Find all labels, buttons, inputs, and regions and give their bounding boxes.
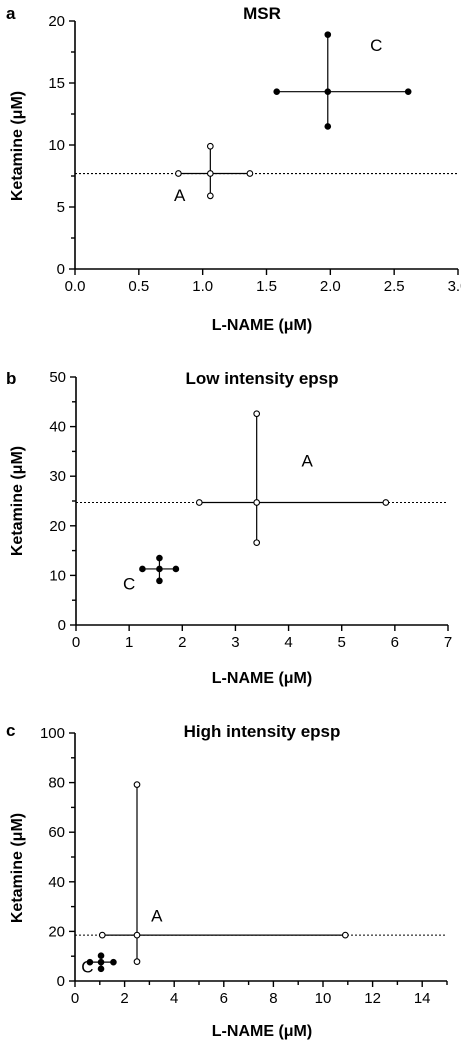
panel-b-y-tick-label: 0 — [58, 617, 66, 634]
panel-c-series-a-center-point — [133, 931, 141, 939]
panel-a-x-tick-label: 0.0 — [65, 278, 86, 295]
panel-a-series-a-y-low-point — [206, 192, 214, 200]
panel-c-x-tick-label: 2 — [120, 990, 128, 1007]
panel-a: a MSR L-NAME (μM) Ketamine (μM) 0.0 0.5 1.… — [6, 4, 461, 334]
panel-c-series-a-y-high-point — [133, 781, 141, 788]
panel-b-series-c-x-low-point — [139, 565, 146, 573]
panel-c-x-tick-label: 12 — [364, 990, 381, 1007]
panel-a-x-tick-label: 2.0 — [320, 278, 341, 295]
panel-a-x-tick-label: 3.0 — [448, 278, 461, 295]
panel-c-title: High intensity epsp — [184, 722, 341, 741]
panel-c-y-tick-label: 60 — [48, 824, 65, 841]
panel-c-series-c-y-low-point — [97, 965, 105, 973]
panel-c-y-tick-label: 40 — [48, 874, 65, 891]
panel-a-annotation-a: A — [174, 186, 186, 205]
panel-a-x-tick-label: 1.5 — [256, 278, 277, 295]
panel-a-letter: a — [6, 4, 16, 23]
panel-b-title: Low intensity epsp — [185, 369, 338, 388]
panel-a-ylabel: Ketamine (μM) — [9, 91, 26, 201]
panel-a-series-c-center-point — [324, 88, 332, 95]
panel-c-series-a-x-low-point — [98, 931, 106, 939]
panel-c-annotation-c: C — [81, 957, 93, 976]
panel-c-series-c-x-high-point — [110, 958, 117, 966]
panel-b-letter: b — [6, 369, 16, 388]
panel-c-series-c-y-high-point — [97, 952, 105, 960]
panel-a-y-tick-label: 5 — [57, 199, 65, 216]
panel-c-x-tick-label: 8 — [269, 990, 277, 1007]
panel-a-y-tick-label: 0 — [57, 261, 65, 278]
panel-b-x-tick-label: 0 — [72, 634, 80, 651]
panel-c-x-tick-label: 4 — [170, 990, 178, 1007]
panel-b-x-tick-label: 6 — [391, 634, 399, 651]
panel-c: c High intensity epsp L-NAME (μM) Ketami… — [6, 721, 448, 1040]
panel-b-ylabel: Ketamine (μM) — [9, 446, 26, 556]
panel-b-x-tick-label: 2 — [178, 634, 186, 651]
panel-b-series-c-y-low-point — [156, 577, 163, 585]
panel-a-x-tick-label: 1.0 — [192, 278, 213, 295]
panel-a-y-tick-label: 20 — [48, 13, 65, 30]
panel-a-series-c-y-low-point — [324, 123, 332, 130]
panel-b-y-tick-label: 50 — [49, 369, 66, 386]
panel-a-title: MSR — [243, 4, 281, 23]
panel-a-y-tick-label: 10 — [48, 137, 65, 154]
panel-c-annotation-a: A — [151, 906, 163, 925]
panel-b-series-c-y-high-point — [156, 554, 163, 562]
panel-c-letter: c — [6, 721, 15, 740]
panel-b-series-a-center-point — [253, 499, 261, 506]
panel-a-series-a-x-high-point — [246, 170, 254, 177]
panel-b-y-tick-label: 20 — [49, 518, 66, 535]
panel-b-series-a-x-low-point — [195, 499, 203, 506]
panel-c-series-c-center-point — [97, 958, 105, 966]
panel-a-series-c-x-high-point — [404, 88, 412, 95]
panel-b-x-tick-label: 3 — [231, 634, 239, 651]
panel-a-xlabel: L-NAME (μM) — [212, 317, 312, 334]
panel-c-series-a-y-low-point — [133, 958, 141, 966]
panel-b-x-tick-label: 1 — [125, 634, 133, 651]
panel-b-y-tick-label: 30 — [49, 468, 66, 485]
panel-b-x-tick-label: 7 — [444, 634, 452, 651]
panel-a-series-c-x-low-point — [273, 88, 281, 95]
panel-c-ylabel: Ketamine (μM) — [9, 813, 26, 923]
panel-b-series-a-y-low-point — [253, 539, 261, 547]
panel-a-series-c-y-high-point — [324, 31, 332, 38]
panel-a-x-tick-label: 2.5 — [384, 278, 405, 295]
panel-b-series-a-x-high-point — [382, 499, 390, 506]
panel-c-x-tick-label: 14 — [414, 990, 431, 1007]
panel-a-series-a-center-point — [206, 170, 214, 177]
panel-b-annotation-c: C — [123, 574, 135, 593]
panel-a-series-a-x-low-point — [175, 170, 182, 177]
panel-b-xlabel: L-NAME (μM) — [212, 670, 312, 687]
panel-a-series-a-y-high-point — [206, 142, 214, 150]
panel-b-series-c-center-point — [156, 565, 163, 573]
panel-b: b Low intensity epsp L-NAME (μM) Ketamin… — [6, 369, 452, 687]
panel-b-annotation-a: A — [301, 451, 313, 470]
panel-c-y-tick-label: 100 — [40, 725, 65, 742]
panel-c-y-tick-label: 80 — [48, 775, 65, 792]
panel-c-x-tick-label: 6 — [220, 990, 228, 1007]
panel-c-y-tick-label: 0 — [57, 973, 65, 990]
panel-b-x-tick-label: 5 — [338, 634, 346, 651]
panel-a-x-tick-label: 0.5 — [128, 278, 149, 295]
panel-b-series-a-y-high-point — [253, 410, 261, 418]
panel-b-y-tick-label: 10 — [49, 567, 66, 584]
panel-a-annotation-c: C — [370, 36, 382, 55]
panel-b-x-tick-label: 4 — [284, 634, 292, 651]
panel-c-y-tick-label: 20 — [48, 923, 65, 940]
panel-a-y-tick-label: 15 — [48, 75, 65, 92]
panel-c-series-c-x-low-point — [86, 958, 94, 966]
panel-b-series-c-x-high-point — [172, 565, 180, 573]
panel-c-xlabel: L-NAME (μM) — [212, 1023, 312, 1040]
panel-c-series-a-x-high-point — [341, 931, 349, 939]
panel-c-x-tick-label: 0 — [71, 990, 79, 1007]
panel-c-x-tick-label: 10 — [315, 990, 332, 1007]
panel-b-y-tick-label: 40 — [49, 419, 66, 436]
